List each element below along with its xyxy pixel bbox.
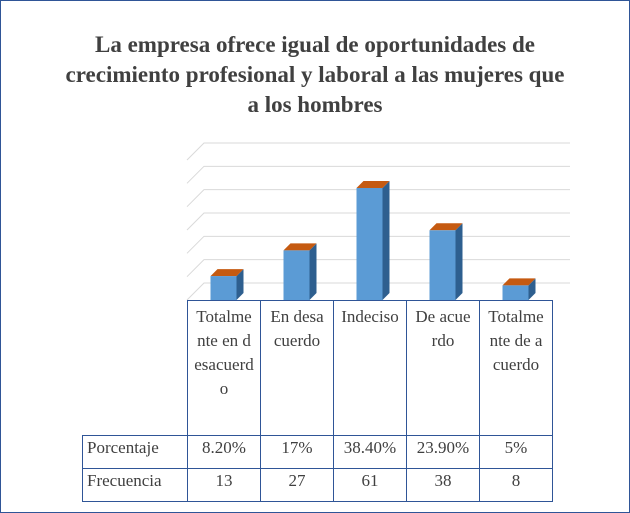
table-cell: 38: [406, 468, 480, 502]
bar: [429, 230, 456, 300]
table-cell: 38.40%: [333, 435, 407, 469]
category-cell: En desacuerdo: [260, 300, 334, 436]
grid-line: [186, 212, 570, 231]
grid-line: [186, 189, 570, 208]
bar-side: [236, 269, 244, 300]
bar-side: [528, 278, 536, 300]
category-cell: Totalmente de acuerdo: [479, 300, 553, 436]
bar-top: [429, 223, 463, 231]
table-cell: 8.20%: [187, 435, 261, 469]
bar-top: [502, 278, 536, 286]
bar: [502, 285, 529, 300]
category-cell: Totalmente en desacuerdo: [187, 300, 261, 436]
bar-side: [309, 243, 317, 300]
table-cell: 17%: [260, 435, 334, 469]
category-cell: Indeciso: [333, 300, 407, 436]
bar: [283, 250, 310, 300]
table-cell: 5%: [479, 435, 553, 469]
table-cell: 61: [333, 468, 407, 502]
bar-side: [382, 181, 390, 300]
table-cell: 27: [260, 468, 334, 502]
bar: [356, 188, 383, 300]
chart-title: La empresa ofrece igual de oportunidades…: [65, 32, 565, 117]
row-header: Porcentaje: [82, 435, 188, 469]
bar-top: [356, 181, 390, 188]
category-cell: De acuerdo: [406, 300, 480, 436]
bar-top: [210, 269, 244, 277]
bar-top: [283, 243, 317, 251]
table-cell: 13: [187, 468, 261, 502]
grid-line: [186, 165, 570, 184]
table-cell: 23.90%: [406, 435, 480, 469]
grid-line: [186, 142, 570, 161]
bar: [210, 276, 237, 300]
table-cell: 8: [479, 468, 553, 502]
bar-side: [455, 223, 463, 300]
row-header: Frecuencia: [82, 468, 188, 502]
